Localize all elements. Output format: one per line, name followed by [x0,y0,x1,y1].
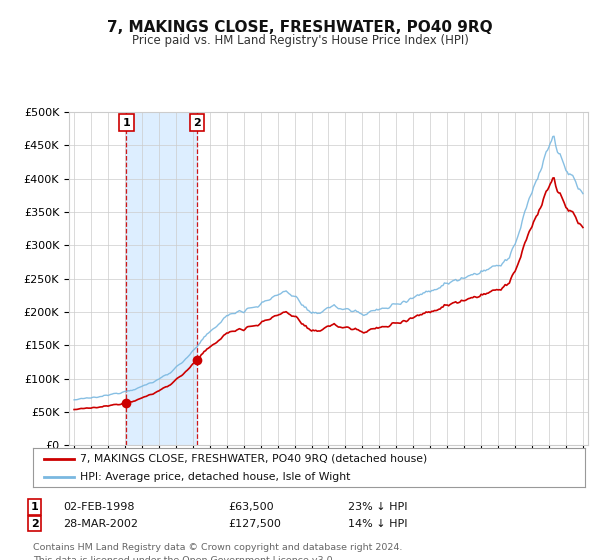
Text: £127,500: £127,500 [228,519,281,529]
Text: 02-FEB-1998: 02-FEB-1998 [63,502,134,512]
Text: £63,500: £63,500 [228,502,274,512]
Text: 2: 2 [31,519,38,529]
Text: 7, MAKINGS CLOSE, FRESHWATER, PO40 9RQ (detached house): 7, MAKINGS CLOSE, FRESHWATER, PO40 9RQ (… [80,454,427,464]
Text: 2: 2 [193,118,201,128]
Bar [127,112,197,445]
Text: 28-MAR-2002: 28-MAR-2002 [63,519,138,529]
Text: 1: 1 [31,502,38,512]
Text: 7, MAKINGS CLOSE, FRESHWATER, PO40 9RQ: 7, MAKINGS CLOSE, FRESHWATER, PO40 9RQ [107,20,493,35]
Text: HPI: Average price, detached house, Isle of Wight: HPI: Average price, detached house, Isle… [80,472,350,482]
Text: 1: 1 [122,118,130,128]
Text: 14% ↓ HPI: 14% ↓ HPI [348,519,407,529]
Text: Contains HM Land Registry data © Crown copyright and database right 2024.
This d: Contains HM Land Registry data © Crown c… [33,543,403,560]
Text: 23% ↓ HPI: 23% ↓ HPI [348,502,407,512]
Text: Price paid vs. HM Land Registry's House Price Index (HPI): Price paid vs. HM Land Registry's House … [131,34,469,46]
